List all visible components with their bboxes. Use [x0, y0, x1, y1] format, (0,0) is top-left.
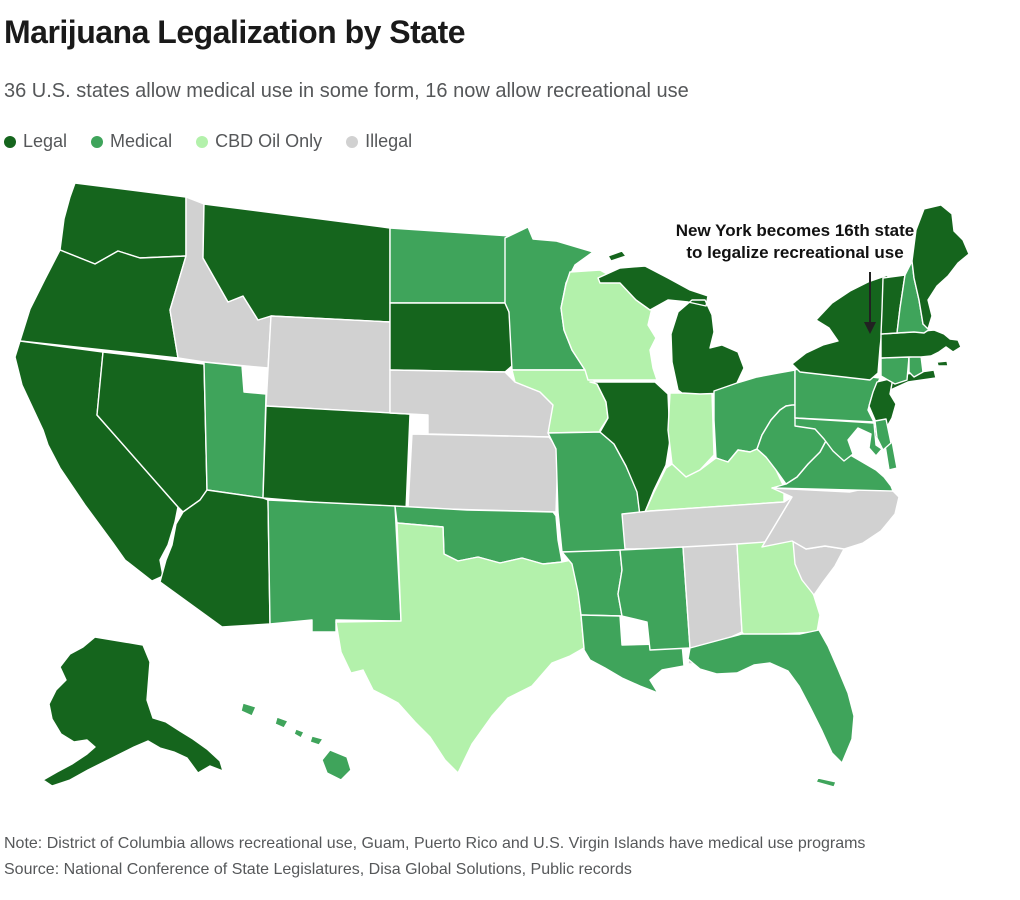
state-or: [19, 249, 187, 359]
state-hi: [240, 702, 352, 781]
state-wa: [59, 182, 187, 265]
state-ri: [908, 355, 924, 378]
state-de: [874, 418, 892, 451]
state-me: [911, 204, 970, 330]
annotation-arrowhead-icon: [864, 322, 876, 334]
legend-item-medical: Medical: [91, 131, 172, 152]
annotation-arrow: [864, 272, 876, 334]
page-title: Marijuana Legalization by State: [4, 14, 466, 50]
state-az: [159, 489, 271, 628]
state-ks: [407, 433, 559, 513]
state-nm: [267, 499, 402, 633]
state-fl: [687, 629, 855, 788]
state-tx: [335, 522, 585, 774]
state-co: [262, 405, 411, 511]
map-annotation: New York becomes 16th state to legalize …: [650, 220, 940, 264]
state-ms: [617, 546, 691, 651]
legend-item-illegal: Illegal: [346, 131, 412, 152]
state-ut: [203, 361, 267, 499]
annotation-line2: to legalize recreational use: [686, 243, 904, 262]
illegal-color-dot-icon: [346, 135, 359, 148]
legend-label: Medical: [110, 131, 173, 151]
medical-color-dot-icon: [91, 135, 104, 148]
legend-item-legal: Legal: [4, 131, 67, 152]
legend-label: Illegal: [365, 131, 413, 151]
state-wy: [265, 315, 391, 414]
cbd-color-dot-icon: [196, 135, 209, 148]
legal-color-dot-icon: [4, 135, 16, 148]
state-la: [580, 614, 685, 694]
legend-label: Legal: [23, 131, 68, 151]
source-line: Source: National Conference of State Leg…: [4, 861, 632, 878]
annotation-line1: New York becomes 16th state: [675, 221, 915, 240]
state-sd: [389, 302, 514, 373]
legend: Legal Medical CBD Oil Only Illegal: [4, 131, 412, 152]
footnote: Note: District of Columbia allows recrea…: [4, 835, 866, 852]
state-md: [794, 417, 883, 462]
legend-label: CBD Oil Only: [215, 131, 323, 151]
page-subtitle: 36 U.S. states allow medical use in some…: [4, 80, 689, 102]
state-ak: [42, 636, 224, 787]
state-nd: [389, 227, 511, 304]
legend-item-cbd: CBD Oil Only: [196, 131, 322, 152]
